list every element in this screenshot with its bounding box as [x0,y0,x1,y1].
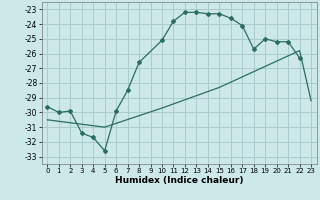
X-axis label: Humidex (Indice chaleur): Humidex (Indice chaleur) [115,176,244,185]
